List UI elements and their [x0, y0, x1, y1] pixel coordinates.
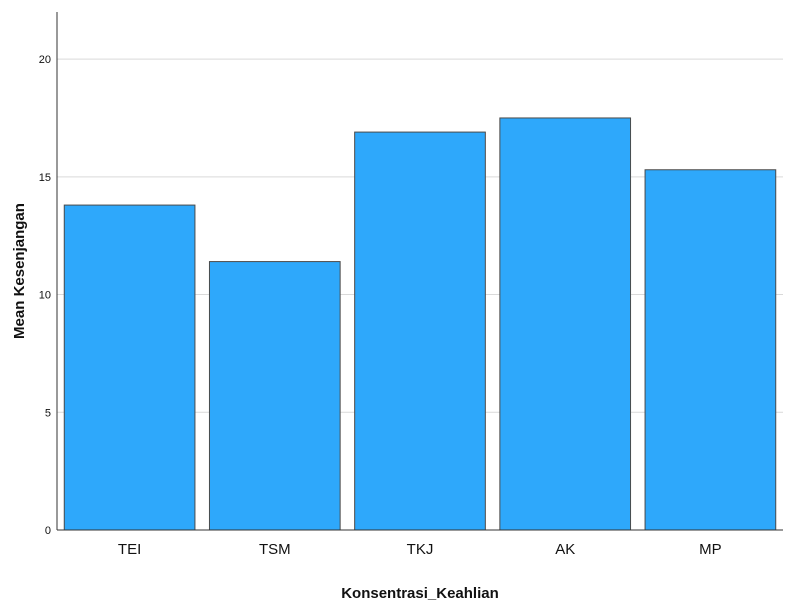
bar-mp: [644, 169, 777, 531]
y-axis-title: Mean Kesenjangan: [11, 203, 28, 339]
y-tick-label: 10: [39, 290, 51, 302]
y-tick-label: 5: [45, 407, 51, 419]
x-axis-title: Konsentrasi_Keahlian: [341, 585, 499, 602]
bar-tei: [63, 204, 196, 531]
bars: [63, 117, 777, 531]
bar-ak: [499, 117, 632, 531]
x-tick-label: TKJ: [407, 541, 434, 558]
y-tick-label: 20: [39, 54, 51, 66]
bar-tkj: [354, 131, 486, 531]
x-tick-label: MP: [699, 541, 722, 558]
x-tick-label: TEI: [118, 541, 141, 558]
x-tick-label: AK: [555, 541, 575, 558]
y-tick-labels: 0 5 10 15 20: [39, 54, 51, 537]
x-tick-labels: TEI TSM TKJ AK MP: [118, 541, 722, 558]
y-tick-label: 15: [39, 172, 51, 184]
bar-tsm: [208, 261, 341, 531]
x-tick-label: TSM: [259, 541, 291, 558]
y-tick-label: 0: [45, 525, 51, 537]
